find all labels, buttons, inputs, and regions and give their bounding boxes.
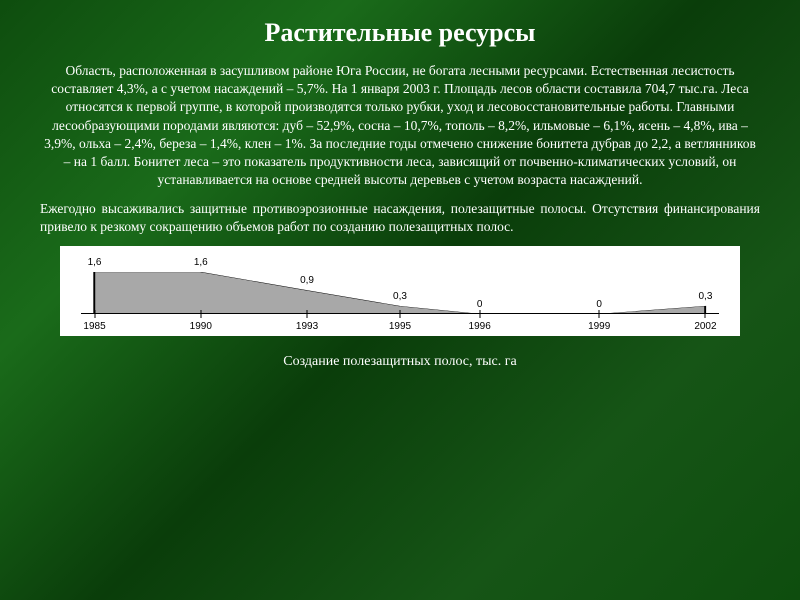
value-label: 0,9 bbox=[300, 275, 314, 286]
axis-tick bbox=[400, 310, 401, 318]
page-title: Растительные ресурсы bbox=[40, 18, 760, 48]
chart-container: 1985 1,6 1990 1,6 1993 0,9 1995 0,3 1996 0 1999 0 20… bbox=[60, 246, 740, 336]
paragraph-2: Ежегодно высаживались защитные противоэр… bbox=[40, 200, 760, 236]
paragraph-1: Область, расположенная в засушливом райо… bbox=[40, 62, 760, 190]
axis-tick bbox=[307, 310, 308, 318]
axis-tick bbox=[94, 310, 95, 318]
x-axis-label: 1990 bbox=[190, 321, 212, 332]
value-label: 0 bbox=[596, 299, 602, 310]
value-label: 1,6 bbox=[194, 257, 208, 268]
axis-tick bbox=[705, 310, 706, 318]
axis-tick bbox=[200, 310, 201, 318]
chart-caption: Создание полезащитных полос, тыс. га bbox=[40, 354, 760, 370]
x-axis-label: 1999 bbox=[588, 321, 610, 332]
value-label: 0 bbox=[477, 299, 483, 310]
x-axis-label: 1993 bbox=[296, 321, 318, 332]
x-axis-label: 1995 bbox=[389, 321, 411, 332]
value-label: 1,6 bbox=[88, 257, 102, 268]
x-axis-label: 2002 bbox=[694, 321, 716, 332]
axis-tick bbox=[479, 310, 480, 318]
x-axis-label: 1996 bbox=[469, 321, 491, 332]
slide-container: Растительные ресурсы Область, расположен… bbox=[0, 0, 800, 370]
axis-tick bbox=[599, 310, 600, 318]
value-label: 0,3 bbox=[393, 291, 407, 302]
x-axis-label: 1985 bbox=[83, 321, 105, 332]
value-label: 0,3 bbox=[698, 291, 712, 302]
area-chart: 1985 1,6 1990 1,6 1993 0,9 1995 0,3 1996 0 1999 0 20… bbox=[68, 252, 732, 332]
